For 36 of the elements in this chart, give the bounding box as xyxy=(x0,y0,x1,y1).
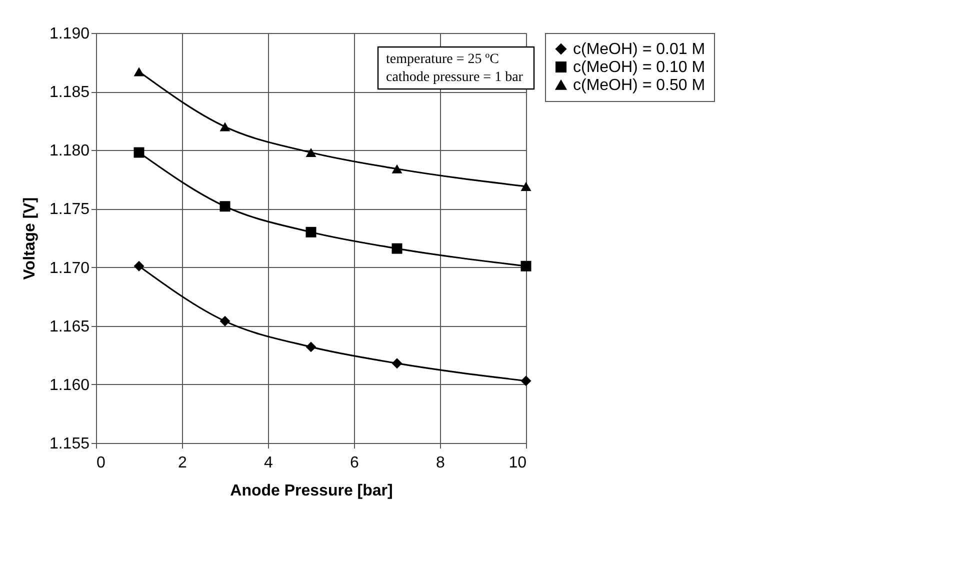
point xyxy=(306,342,316,352)
x-tick-label: 4 xyxy=(264,454,274,472)
legend-label: c(MeOH) = 0.10 M xyxy=(573,59,706,76)
y-tick-label: 1.165 xyxy=(49,318,90,336)
x-axis-title: Anode Pressure [bar] xyxy=(230,482,393,500)
x-tick-label: 2 xyxy=(178,454,188,472)
point xyxy=(392,164,402,174)
point xyxy=(134,260,144,272)
point xyxy=(134,147,144,158)
y-axis-title: Voltage [V] xyxy=(21,197,38,280)
point xyxy=(520,260,532,272)
point xyxy=(306,148,316,158)
point xyxy=(520,376,532,386)
point xyxy=(220,316,230,326)
x-tick-label: 8 xyxy=(436,454,446,472)
annotation: temperature = 25 ºC xyxy=(386,52,499,67)
y-tick-label: 1.155 xyxy=(49,436,90,452)
legend-label: c(MeOH) = 0.01 M xyxy=(573,41,706,58)
y-tick-label: 1.190 xyxy=(49,26,90,42)
x-tick-label: 10 xyxy=(508,454,527,472)
y-tick-label: 1.185 xyxy=(49,84,90,102)
point xyxy=(392,243,402,254)
point xyxy=(220,201,230,212)
legend-label: c(MeOH) = 0.50 M xyxy=(573,77,706,94)
point xyxy=(392,358,402,369)
y-tick-label: 1.180 xyxy=(49,142,90,160)
y-tick-label: 1.160 xyxy=(49,376,90,394)
y-tick-label: 1.175 xyxy=(49,201,90,218)
x-tick-label: 0 xyxy=(96,454,106,472)
point xyxy=(306,226,316,238)
point xyxy=(220,122,230,132)
point xyxy=(134,67,144,76)
point xyxy=(520,182,532,191)
annotation: cathode pressure = 1 bar xyxy=(386,70,524,85)
x-tick-label: 6 xyxy=(350,454,360,472)
y-tick-label: 1.170 xyxy=(49,260,90,277)
